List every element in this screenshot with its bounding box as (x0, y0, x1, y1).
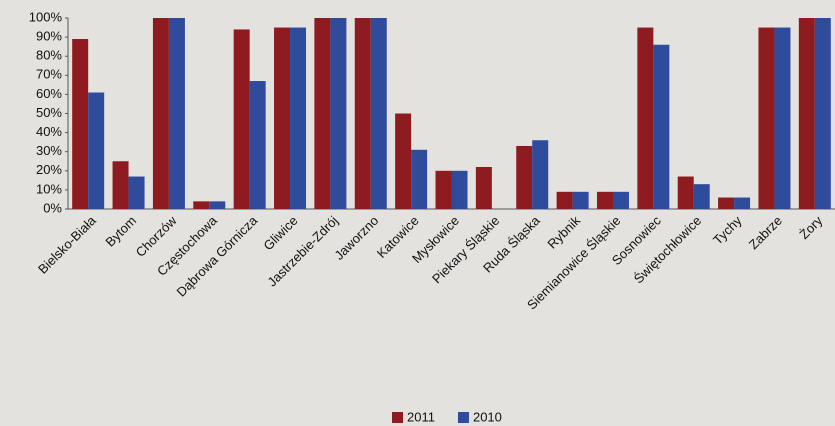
bar (435, 170, 452, 209)
bar (734, 197, 751, 209)
x-tick-label: Zabrze (746, 213, 785, 252)
bar (274, 27, 291, 209)
bar (612, 191, 629, 209)
y-tick-label: 0% (43, 200, 62, 215)
bar (596, 191, 613, 209)
y-tick-label: 40% (36, 124, 62, 139)
bar (556, 191, 573, 209)
bar (693, 184, 710, 209)
y-tick-label: 100% (29, 9, 63, 24)
bar (88, 92, 105, 209)
bar (370, 18, 387, 209)
bar (314, 18, 331, 209)
bar (330, 18, 347, 209)
y-tick-label: 70% (36, 67, 62, 82)
bar (677, 176, 694, 209)
bar (774, 27, 791, 209)
x-tick-label: Żory (796, 213, 825, 242)
bar (395, 113, 412, 209)
bar (249, 81, 266, 209)
bar (637, 27, 654, 209)
bar (193, 201, 210, 209)
x-tick-label: Bielsko-Biała (35, 212, 99, 276)
bar (354, 18, 371, 209)
bar (572, 191, 589, 209)
y-tick-label: 10% (36, 181, 62, 196)
x-tick-label: Gliwice (260, 213, 300, 253)
bar (233, 29, 250, 210)
bar (209, 201, 226, 209)
y-tick-label: 50% (36, 105, 62, 120)
bar (516, 145, 533, 209)
bar (152, 18, 169, 209)
bar (451, 170, 468, 209)
y-tick-label: 90% (36, 29, 62, 44)
x-tick-label: Jaworzno (331, 213, 381, 263)
bar (798, 18, 815, 209)
bar (112, 161, 129, 209)
legend-label: 2011 (407, 409, 435, 424)
y-tick-label: 20% (36, 162, 62, 177)
y-tick-label: 60% (36, 86, 62, 101)
bar (814, 18, 831, 209)
bar (653, 44, 670, 209)
bar (532, 140, 549, 209)
y-tick-label: 30% (36, 143, 62, 158)
bar (290, 27, 307, 209)
x-tick-label: Bytom (102, 213, 139, 250)
legend-label: 2010 (473, 409, 502, 424)
bar (72, 39, 89, 210)
x-tick-label: Tychy (710, 213, 745, 248)
bar (718, 197, 735, 209)
x-tick-label: Rybnik (544, 213, 583, 252)
bar (168, 18, 185, 209)
legend-swatch (457, 412, 469, 423)
bar (475, 166, 492, 209)
legend-swatch (392, 412, 403, 423)
bar (758, 27, 775, 209)
bar (411, 149, 428, 209)
x-tick-label: Jastrzebie-Zdrój (264, 213, 341, 290)
bar (128, 176, 145, 209)
y-tick-label: 80% (36, 48, 62, 63)
